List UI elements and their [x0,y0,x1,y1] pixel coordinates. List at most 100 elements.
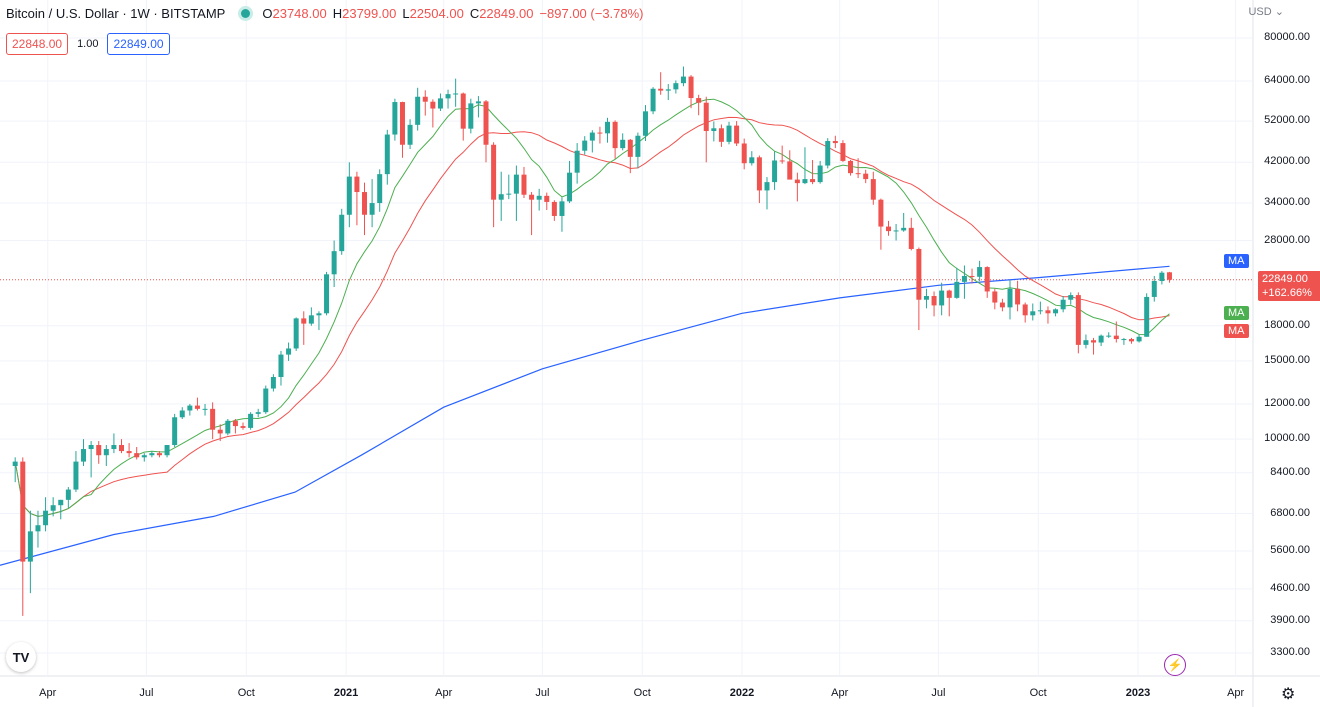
candle [999,298,1005,312]
candle [156,451,162,458]
time-axis-label: Oct [237,687,255,699]
candle-body [483,101,489,145]
candle-body [1151,280,1157,297]
candle-body [354,176,360,193]
candle-body [961,275,967,282]
price-axis-label: 12000.00 [1264,396,1310,409]
candle-body [1022,304,1028,316]
candle-body [308,315,314,324]
candle [369,179,375,228]
candle [741,138,747,170]
candle [339,208,345,255]
close-value: 22849.00 [479,6,534,21]
time-axis-label: Jul [931,687,946,699]
candle-body [734,125,740,144]
candle [582,136,588,155]
candle-body [703,102,709,131]
candle-body [802,179,808,184]
candle [1128,337,1134,344]
candle-body [232,420,238,427]
candle [703,96,709,163]
candle-body [1060,299,1066,310]
candle-body [1068,295,1074,300]
price-axis-label: 52000.00 [1264,114,1310,127]
tradingview-logo-icon[interactable]: TV [6,642,36,672]
candle [1045,306,1051,324]
candle [392,98,398,141]
sell-button[interactable]: 22848.00 [6,33,69,55]
candle-body [559,201,565,216]
candle [840,140,846,162]
price-axis-label: 3900.00 [1270,613,1310,626]
price-axis-label: 28000.00 [1264,233,1310,246]
buy-button[interactable]: 22849.00 [107,33,170,55]
candle-body [635,135,641,157]
price-axis-label: 18000.00 [1264,318,1310,331]
candle-body [574,150,580,173]
price-axis-label: 42000.00 [1264,155,1310,168]
candle-body [217,429,223,434]
candle [430,99,436,128]
price-axis-label: 6800.00 [1270,506,1310,519]
price-axis-label: 3300.00 [1270,646,1310,658]
ma-fast-line [14,98,1170,517]
candle-body [339,214,345,252]
candle-body [156,453,162,456]
candle-body [392,102,398,135]
candle [627,138,633,174]
currency-selector[interactable]: USD ⌄ [1248,6,1284,18]
candle [605,117,611,143]
candle [354,171,360,226]
candle-body [627,139,633,157]
candle-body [430,101,436,109]
candle [848,160,854,176]
candle [1083,334,1089,349]
candle [12,457,18,483]
candle-body [863,173,869,180]
candle [969,268,975,284]
time-axis-label: Apr [435,687,453,699]
candle-body [202,408,208,410]
candle-body [20,461,26,562]
candle-body [529,194,535,200]
time-axis-label: 2021 [333,687,359,699]
lightning-icon[interactable]: ⚡ [1164,654,1186,676]
candle-body [749,157,755,164]
symbol-title[interactable]: Bitcoin / U.S. Dollar · 1W · BITSTAMP [6,6,226,21]
candle-body [81,449,87,462]
candle [984,266,990,298]
candle [483,100,489,163]
candle-body [65,489,71,500]
candle [551,200,557,221]
candle-body [1075,295,1081,345]
candle [696,94,702,116]
candle [331,240,337,288]
candle-body [399,102,405,145]
candle [1136,334,1142,343]
candle [1060,296,1066,313]
gear-icon[interactable]: ⚙ [1281,686,1296,703]
candle-body [453,93,459,95]
candle-body [286,348,292,355]
candle [635,132,641,169]
candle-body [642,111,648,136]
candle-body [1106,335,1112,337]
candle [248,412,254,430]
time-axis-label: 2022 [729,687,755,699]
candle [232,419,238,434]
candle [749,151,755,166]
candle [149,451,155,458]
candle [567,160,573,204]
candle [81,439,87,466]
candle-body [407,124,413,145]
candle-body [794,179,800,184]
candle-body [939,290,945,306]
candle-body [1030,311,1036,316]
candle [612,120,618,159]
candle [316,311,322,331]
candle [96,441,102,464]
candle [734,121,740,147]
candle [817,160,823,184]
candle-body [50,505,56,511]
